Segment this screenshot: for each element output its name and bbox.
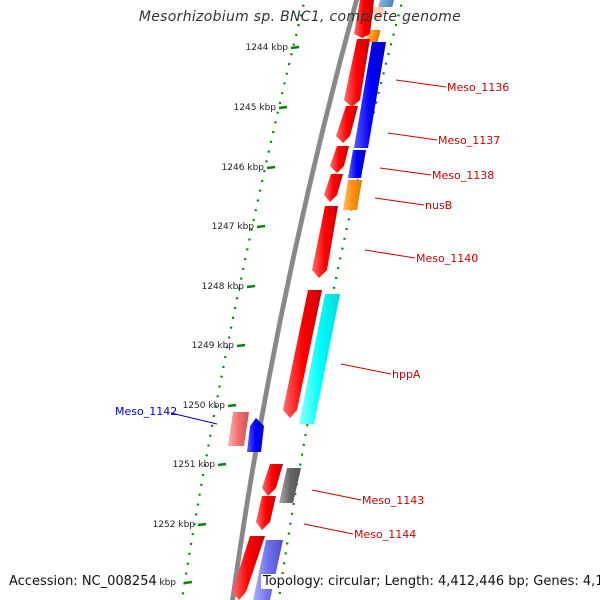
gene-bottom-red-arrow[interactable] <box>232 536 265 600</box>
ruler-tick-label: 1245 kbp <box>234 103 277 113</box>
gene-label-meso-1136[interactable]: Meso_1136 <box>447 81 509 94</box>
gene-meso-1144-arrow[interactable] <box>256 496 276 530</box>
ruler-tick <box>197 522 207 527</box>
ruler-tick-label: 1249 kbp <box>192 341 235 351</box>
gene-label-meso-1137[interactable]: Meso_1137 <box>438 134 500 147</box>
feature-track <box>228 0 395 600</box>
ruler-tick <box>278 105 288 110</box>
gene-label-meso-1144[interactable]: Meso_1144 <box>354 528 416 541</box>
ruler-tick-label: 1246 kbp <box>222 163 265 173</box>
ruler-tick <box>236 343 246 348</box>
gene-meso-1142-pink[interactable] <box>228 412 249 446</box>
gene-meso-1137-arrow[interactable] <box>336 106 358 143</box>
gene-hppa-red-arrow[interactable] <box>283 290 322 418</box>
gene-nusb-arrow[interactable] <box>324 174 343 202</box>
ruler-tick-label: 1250 kbp <box>183 401 226 411</box>
ruler-tick <box>217 462 227 467</box>
ruler-tick-label: 1247 kbp <box>212 222 255 232</box>
ruler-tick <box>246 284 256 289</box>
gene-meso-1140-arrow[interactable] <box>312 206 338 278</box>
gene-orange-feature[interactable] <box>343 180 362 210</box>
genome-summary-text: Topology: circular; Length: 4,412,446 bp… <box>261 574 600 589</box>
ruler-tick-label-partial: 53 kbp <box>145 578 176 588</box>
gene-meso-1143-red-arrow[interactable] <box>262 464 283 496</box>
genome-backbone <box>230 0 360 600</box>
ruler-tick-label: 1248 kbp <box>202 282 245 292</box>
ruler-tick-label: 1244 kbp <box>246 43 289 53</box>
gene-meso-1136-arrow[interactable] <box>354 0 374 38</box>
genome-backbone-highlight <box>234 0 361 600</box>
gene-gray-feature[interactable] <box>279 468 301 503</box>
gene-label-nusb[interactable]: nusB <box>425 199 452 212</box>
ruler-tick <box>256 224 266 229</box>
ruler-tick <box>183 580 193 585</box>
gene-blue-feature[interactable] <box>354 42 386 148</box>
gene-hppa-cyan-feature[interactable] <box>299 294 340 424</box>
gene-meso-1142-arrow[interactable] <box>247 418 264 452</box>
gene-label-meso-1143[interactable]: Meso_1143 <box>362 494 424 507</box>
accession-text: Accession: NC_008254 <box>9 574 159 589</box>
label-leaders <box>170 79 447 535</box>
ruler-tick <box>227 403 237 408</box>
gene-meso-1136-arrow[interactable] <box>344 39 370 107</box>
gene-label-meso-1142[interactable]: Meso_1142 <box>115 405 177 418</box>
gene-meso-1138-arrow[interactable] <box>330 146 349 173</box>
ruler-ticks: 1244 kbp 1245 kbp 1246 kbp 1247 kbp 1248 kbp… <box>145 43 300 588</box>
gene-label-hppa[interactable]: hppA <box>392 368 421 381</box>
gene-label-meso-1138[interactable]: Meso_1138 <box>432 169 494 182</box>
gene-label-meso-1140[interactable]: Meso_1140 <box>416 252 478 265</box>
page-title: Mesorhizobium sp. BNC1, complete genome <box>138 9 462 25</box>
partial-feature <box>378 0 395 7</box>
ruler-tick-label: 1252 kbp <box>153 520 196 530</box>
ruler-tick <box>290 45 300 50</box>
gene-blue-feature-2[interactable] <box>348 150 366 178</box>
ruler-tick-label: 1251 kbp <box>173 460 216 470</box>
strand-dotted-line <box>277 0 404 600</box>
gene-labels: Meso_1136 Meso_1137 Meso_1138 nusB Meso_… <box>115 81 509 541</box>
ruler-tick <box>266 165 276 170</box>
gene-lavender-feature[interactable] <box>253 540 283 600</box>
